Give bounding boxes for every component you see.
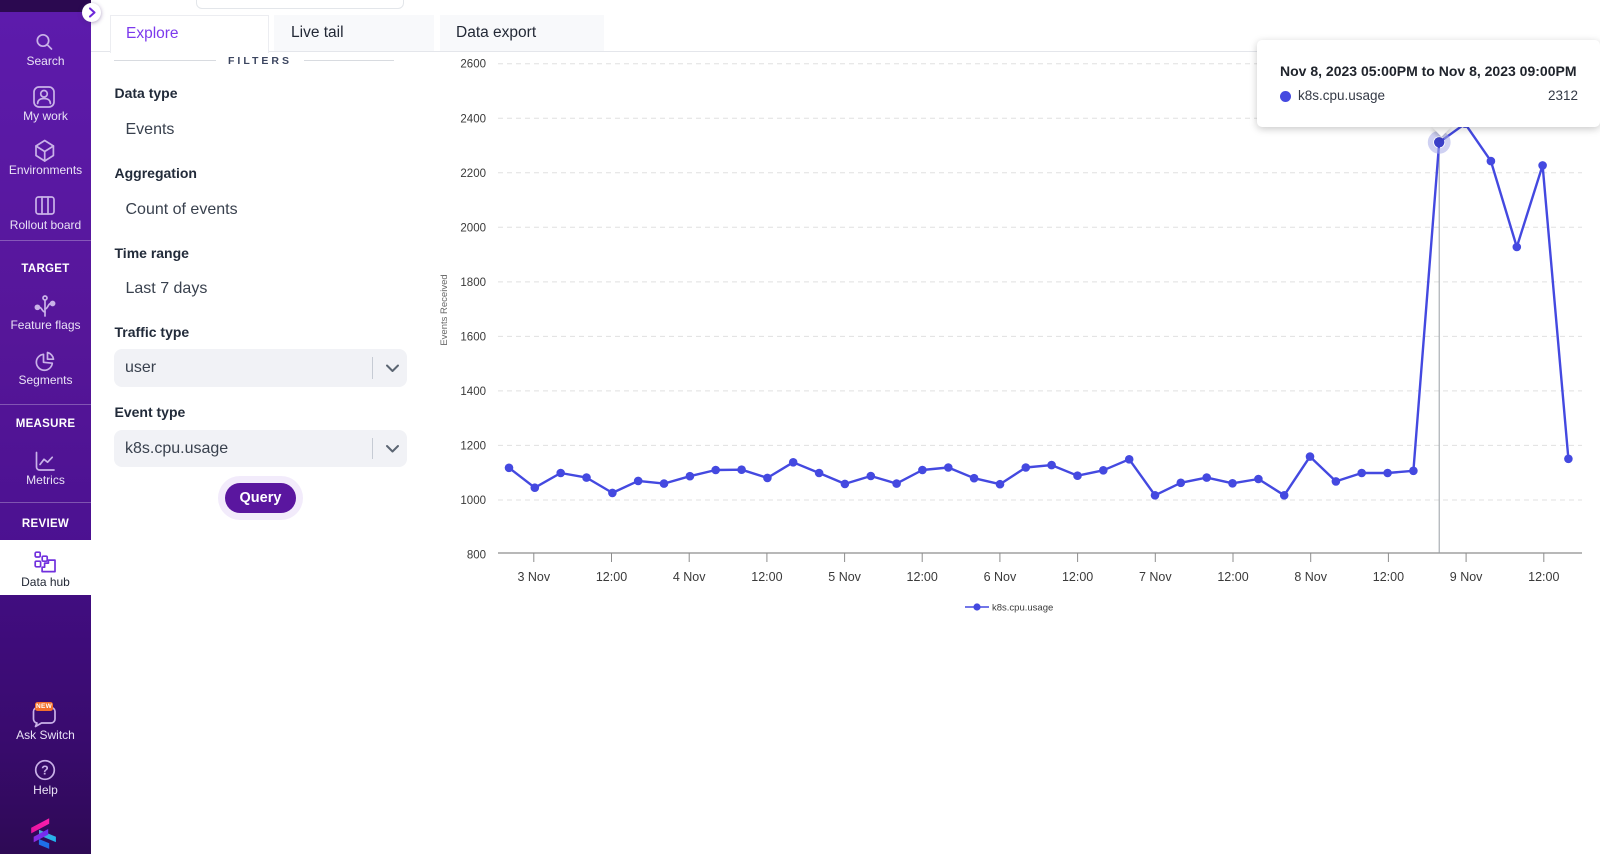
svg-text:7 Nov: 7 Nov <box>1139 570 1172 584</box>
svg-text:12:00: 12:00 <box>1062 570 1093 584</box>
svg-text:2000: 2000 <box>460 222 486 234</box>
svg-text:5 Nov: 5 Nov <box>828 570 861 584</box>
svg-text:1000: 1000 <box>460 495 486 507</box>
svg-text:1800: 1800 <box>460 277 486 289</box>
svg-text:4 Nov: 4 Nov <box>673 570 706 584</box>
svg-text:3 Nov: 3 Nov <box>517 570 550 584</box>
svg-text:2400: 2400 <box>460 113 486 125</box>
svg-text:12:00: 12:00 <box>751 570 782 584</box>
svg-text:Events Received: Events Received <box>439 274 450 345</box>
svg-text:12:00: 12:00 <box>1373 570 1404 584</box>
svg-text:?: ? <box>41 764 49 778</box>
svg-text:1600: 1600 <box>460 331 486 343</box>
svg-text:800: 800 <box>467 550 486 562</box>
svg-text:6 Nov: 6 Nov <box>984 570 1017 584</box>
svg-text:2200: 2200 <box>460 168 486 180</box>
svg-text:12:00: 12:00 <box>907 570 938 584</box>
svg-text:8 Nov: 8 Nov <box>1294 570 1327 584</box>
svg-text:12:00: 12:00 <box>596 570 627 584</box>
svg-text:9 Nov: 9 Nov <box>1450 570 1483 584</box>
svg-text:1200: 1200 <box>460 440 486 452</box>
svg-text:k8s.cpu.usage: k8s.cpu.usage <box>992 603 1053 614</box>
svg-text:12:00: 12:00 <box>1217 570 1248 584</box>
svg-text:1400: 1400 <box>460 386 486 398</box>
svg-text:12:00: 12:00 <box>1528 570 1559 584</box>
svg-text:2600: 2600 <box>460 59 486 71</box>
